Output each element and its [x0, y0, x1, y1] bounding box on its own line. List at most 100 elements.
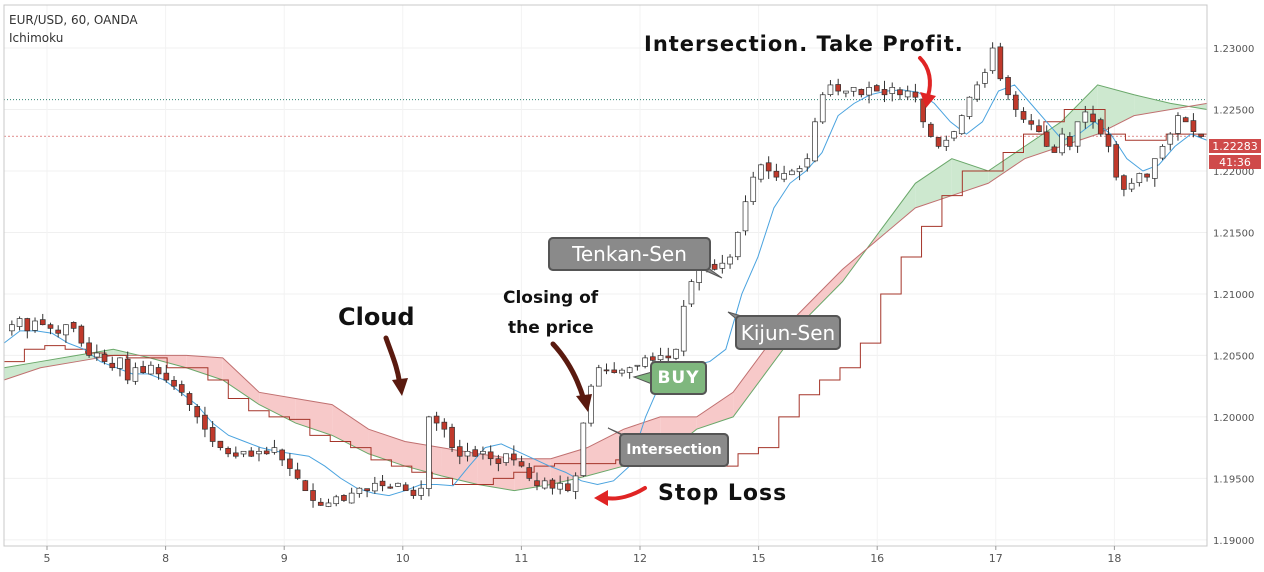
candle-body — [225, 447, 231, 455]
cloud-segment — [4, 361, 41, 381]
candle-body — [1005, 77, 1011, 96]
take-profit-arrow-shaft — [918, 56, 932, 98]
symbol-header: EUR/USD, 60, OANDA — [9, 13, 138, 27]
x-tick-label: 17 — [989, 552, 1003, 565]
candle-body — [804, 158, 811, 168]
stop-loss-label: Stop Loss — [658, 481, 788, 506]
closing-arrow-head — [576, 394, 592, 412]
cloud-segment — [441, 447, 478, 485]
candle-body — [1097, 119, 1104, 135]
cloud-segment — [550, 447, 588, 485]
candle-body — [186, 393, 193, 405]
x-tick-label: 8 — [162, 552, 169, 565]
cloud-segment — [295, 398, 333, 436]
cloud-segment — [878, 183, 916, 239]
candle-body — [974, 84, 981, 100]
candle-body — [1121, 175, 1127, 190]
candle-body — [912, 91, 919, 98]
y-tick-label: 1.20500 — [1213, 351, 1254, 362]
y-tick-label: 1.21000 — [1213, 290, 1254, 301]
candle-body — [217, 440, 224, 448]
candle-body — [47, 324, 54, 329]
candle-body — [155, 367, 162, 375]
candle-body — [109, 362, 116, 369]
candle-body — [727, 256, 733, 265]
candle-body — [541, 480, 548, 489]
cloud-arrow-head — [392, 378, 408, 396]
indicator-label: Ichimoku — [9, 31, 64, 45]
candle-body — [511, 453, 517, 461]
candle-body — [1190, 120, 1197, 132]
candle-body — [897, 89, 903, 96]
candle-body — [1175, 115, 1181, 134]
cloud-segment — [514, 458, 551, 491]
candle-body — [758, 164, 764, 180]
candle-body — [341, 495, 347, 501]
x-tick-label: 11 — [514, 552, 528, 565]
candle-body — [464, 450, 471, 457]
candle-body — [1051, 146, 1058, 153]
cloud-segment — [587, 429, 624, 476]
candle-body — [1144, 173, 1150, 178]
cloud-segment — [222, 357, 260, 405]
candle-body — [866, 87, 872, 96]
cloud-segment — [477, 453, 515, 491]
cloud-segment — [806, 269, 843, 319]
candle-body — [688, 281, 695, 305]
tenkan-sen-callout: Tenkan-Sen — [548, 237, 711, 271]
candle-body — [1182, 117, 1189, 123]
candle-body — [372, 482, 378, 492]
candle-body — [966, 96, 973, 117]
candle-body — [858, 88, 865, 96]
candle-body — [263, 450, 270, 455]
candle-body — [24, 318, 31, 332]
candle-body — [441, 421, 448, 430]
candle-body — [256, 450, 262, 455]
candle-body — [719, 262, 726, 269]
candle-body — [333, 496, 340, 505]
candle-body — [70, 322, 77, 329]
candle-body — [812, 121, 818, 162]
y-tick-label: 1.23000 — [1213, 44, 1254, 55]
candle-body — [279, 449, 285, 461]
candle-body — [642, 357, 648, 367]
candle-body — [781, 173, 787, 180]
candle-body — [657, 355, 664, 361]
candle-body — [1082, 111, 1089, 123]
senkou-span-b — [3, 102, 1208, 460]
cloud-segment — [368, 429, 405, 467]
x-tick-label: 9 — [281, 552, 288, 565]
candle-body — [124, 358, 131, 381]
candle-body — [78, 325, 85, 344]
candle-body — [1113, 144, 1120, 178]
candle-body — [958, 115, 965, 135]
candle-body — [171, 379, 177, 387]
candle-body — [433, 415, 440, 424]
candle-body — [317, 501, 324, 506]
candle-body — [989, 47, 996, 72]
candle-body — [364, 488, 370, 492]
candle-body — [611, 369, 618, 373]
candle-body — [1167, 133, 1174, 145]
candle-body — [603, 369, 610, 372]
candle-body — [16, 318, 23, 327]
take-profit-label: Intersection. Take Profit. — [644, 32, 964, 56]
candle-body — [101, 353, 108, 362]
x-tick-label: 10 — [396, 552, 410, 565]
candle-body — [410, 489, 417, 496]
candle-body — [928, 123, 934, 137]
candle-body — [63, 324, 69, 336]
candle-body — [526, 467, 533, 479]
stop-loss-arrow-shaft — [604, 486, 647, 501]
kijun-sen-callout: Kijun-Sen — [735, 315, 841, 350]
take-profit-arrow-head — [920, 92, 936, 108]
candle-body — [773, 170, 780, 178]
candle-body — [711, 263, 718, 270]
candle-body — [32, 320, 38, 331]
candle-body — [194, 406, 201, 418]
closing-label-line1: Closing of — [503, 288, 599, 308]
stop-loss-arrow-head — [594, 490, 608, 506]
candle-body — [395, 482, 401, 487]
y-tick-label: 1.19000 — [1213, 536, 1254, 547]
